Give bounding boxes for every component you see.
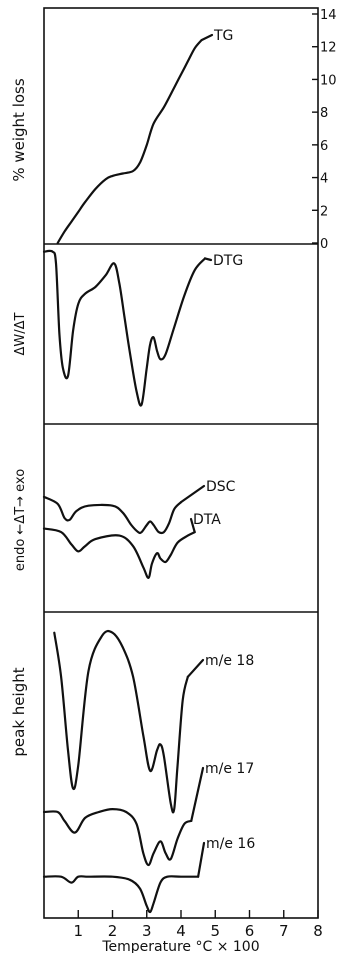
leader-tg xyxy=(200,33,214,42)
leader-m-e-18 xyxy=(186,658,205,678)
leader-m-e-16 xyxy=(197,841,206,878)
plot-frame xyxy=(43,7,319,919)
curves-layer xyxy=(42,33,214,914)
right-tick-label-6: 6 xyxy=(320,139,328,154)
ylabel-dtg: ΔW/ΔT xyxy=(13,312,28,355)
x-axis-label: Temperature °C × 100 xyxy=(101,939,259,953)
series-label-m-e-18: m/e 18 xyxy=(205,653,254,669)
series-label-dta: DTA xyxy=(193,512,221,528)
ylabel-dsc_dta: endo ←ΔT→ exo xyxy=(13,469,28,571)
series-m-e-16 xyxy=(42,875,200,914)
series-label-dtg: DTG xyxy=(213,253,243,269)
series-label-m-e-16: m/e 16 xyxy=(206,836,255,852)
series-m-e-18 xyxy=(53,629,189,814)
right-tick-label-8: 8 xyxy=(320,106,328,121)
series-m-e-17 xyxy=(42,808,193,867)
x-tick-label-4: 4 xyxy=(176,922,186,940)
series-dsc xyxy=(42,495,183,535)
labels-layer: % weight loss TG ΔW/ΔT DTG endo ←ΔT→ exo DSC D… xyxy=(10,28,255,852)
series-dtg xyxy=(42,249,207,407)
x-tick-label-6: 6 xyxy=(245,922,255,940)
x-tick-label-2: 2 xyxy=(108,922,118,940)
right-tick-label-12: 12 xyxy=(320,41,337,56)
series-tg xyxy=(56,39,203,245)
x-tick-label-7: 7 xyxy=(279,922,289,940)
right-tick-label-14: 14 xyxy=(320,8,337,23)
leader-dta xyxy=(189,517,196,534)
panel-frames xyxy=(43,7,319,919)
series-label-dsc: DSC xyxy=(206,479,236,495)
right-tick-label-0: 0 xyxy=(320,237,328,252)
leader-dsc xyxy=(179,484,206,504)
series-label-tg: TG xyxy=(213,28,233,44)
right-tick-label-4: 4 xyxy=(320,172,328,187)
series-label-m-e-17: m/e 17 xyxy=(205,761,254,777)
x-tick-label-5: 5 xyxy=(210,922,220,940)
right-tick-label-2: 2 xyxy=(320,204,328,219)
x-tick-label-8: 8 xyxy=(313,922,323,940)
right-tick-label-10: 10 xyxy=(320,73,337,88)
x-tick-label-1: 1 xyxy=(73,922,83,940)
series-dta xyxy=(42,527,196,579)
leader-m-e-17 xyxy=(190,766,205,822)
ylabel-tg: % weight loss xyxy=(10,78,28,182)
leader-dtg xyxy=(203,257,213,262)
ylabel-ms: peak height xyxy=(10,667,28,756)
x-tick-label-3: 3 xyxy=(142,922,152,940)
